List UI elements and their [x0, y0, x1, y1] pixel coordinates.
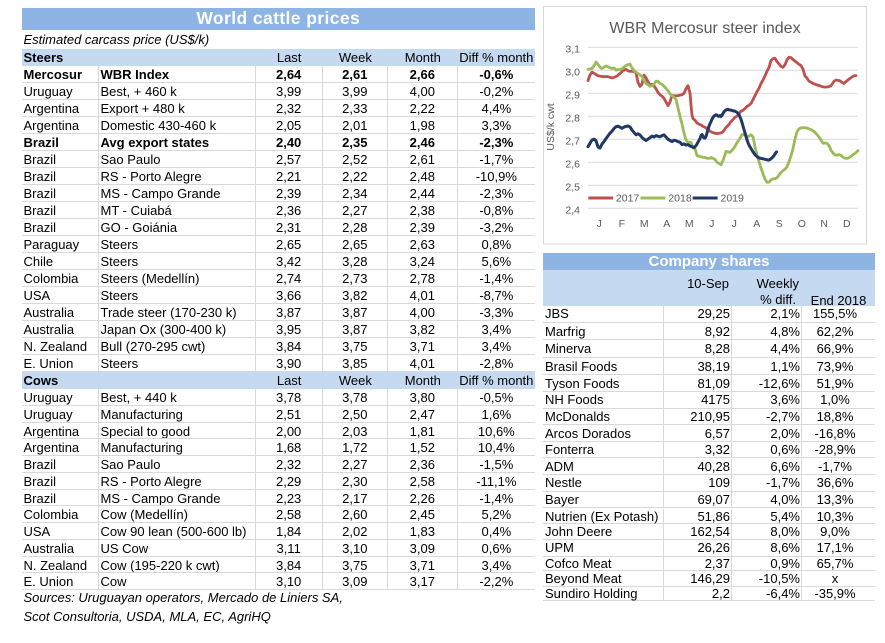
svg-text:2017: 2017	[616, 193, 640, 205]
svg-text:J: J	[709, 218, 714, 230]
svg-text:2,4: 2,4	[565, 205, 580, 217]
svg-text:WBR Mercosur steer index: WBR Mercosur steer index	[609, 20, 800, 37]
svg-text:2,7: 2,7	[565, 136, 580, 148]
svg-text:M: M	[685, 218, 694, 230]
svg-text:M: M	[640, 218, 649, 230]
svg-text:2,5: 2,5	[565, 182, 580, 194]
svg-text:2,6: 2,6	[565, 159, 580, 171]
svg-text:S: S	[776, 218, 783, 230]
svg-text:A: A	[663, 218, 670, 230]
svg-text:N: N	[820, 218, 828, 230]
svg-text:2,8: 2,8	[565, 113, 580, 125]
svg-text:O: O	[798, 218, 806, 230]
svg-text:D: D	[843, 218, 851, 230]
svg-text:2018: 2018	[668, 193, 692, 205]
svg-text:US$/k cwt: US$/k cwt	[545, 103, 557, 150]
svg-text:3,1: 3,1	[565, 44, 580, 56]
svg-text:F: F	[619, 218, 625, 230]
svg-text:J: J	[732, 218, 737, 230]
svg-text:2019: 2019	[721, 193, 745, 205]
svg-text:2,9: 2,9	[565, 90, 580, 102]
svg-text:3,0: 3,0	[565, 67, 580, 79]
svg-text:A: A	[753, 218, 760, 230]
svg-text:J: J	[597, 218, 602, 230]
